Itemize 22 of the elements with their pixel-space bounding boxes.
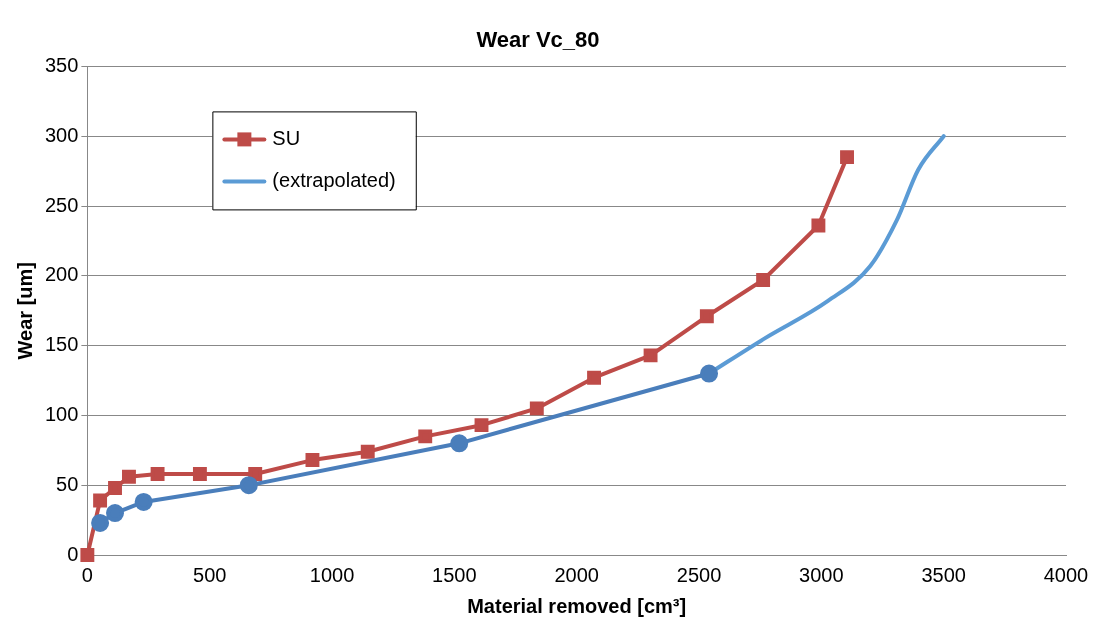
y-tick-label: 150 [44,333,79,356]
x-tick-label: 3000 [799,563,844,586]
y-tick-label: 200 [44,263,79,286]
x-tick-label: 2000 [554,563,599,586]
y-tick-label: 50 [56,472,79,495]
x-tick-label: 2500 [676,563,722,586]
x-tick-label: 4000 [1043,563,1089,586]
y-tick-label: 100 [44,402,79,425]
y-tick-label: 300 [44,123,79,146]
x-tick-label: 1000 [309,563,355,586]
legend-label: SU [272,126,301,149]
x-tick-label: 1500 [432,563,477,586]
y-tick-label: 350 [44,53,79,76]
chart-title: Wear Vc_80 [476,27,600,53]
x-tick-label: 0 [81,563,93,586]
x-tick-label: 3500 [921,563,966,586]
y-tick-label: 250 [44,193,79,216]
legend-label: (extrapolated) [272,168,396,191]
y-axis-title: Wear [um] [13,261,36,360]
y-tick-label: 0 [67,542,79,565]
x-axis-title: Material removed [cm³] [467,594,687,617]
x-tick-label: 500 [193,563,227,586]
